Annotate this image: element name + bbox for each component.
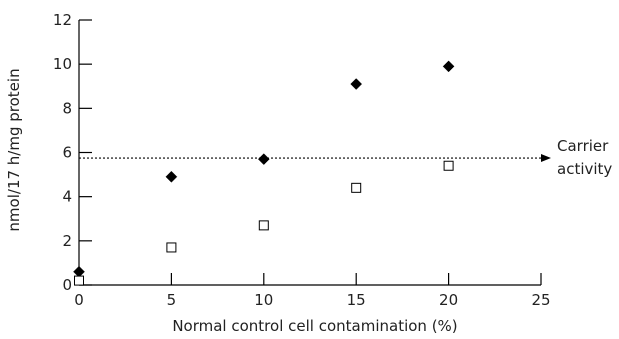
open-square-point xyxy=(258,220,269,231)
x-tick-label: 20 xyxy=(439,291,458,309)
open-square-point xyxy=(166,242,177,253)
x-tick-label: 10 xyxy=(254,291,273,309)
open-square-point xyxy=(351,182,362,193)
y-tick-label: 6 xyxy=(62,144,72,162)
y-axis-label: nmol/17 h/mg protein xyxy=(5,68,23,231)
y-tick-label: 12 xyxy=(53,11,72,29)
filled-diamond-point xyxy=(165,170,178,183)
y-axis-ticks: 0 2 4 6 8 10 12 xyxy=(53,11,92,294)
y-tick-label: 8 xyxy=(62,99,72,117)
y-tick-label: 10 xyxy=(53,55,72,73)
open-square-point xyxy=(443,160,454,171)
filled-diamond-point xyxy=(257,153,270,165)
carrier-activity-reference: Carrier activity xyxy=(79,137,612,178)
x-axis-ticks: 0 5 10 15 20 25 xyxy=(74,273,551,309)
data-points xyxy=(73,60,455,286)
x-tick-label: 5 xyxy=(167,291,177,309)
filled-diamond-point xyxy=(442,60,455,73)
filled-diamond-point xyxy=(350,78,363,90)
x-tick-label: 15 xyxy=(347,291,366,309)
y-tick-label: 0 xyxy=(62,276,72,294)
y-tick-label: 4 xyxy=(62,188,72,206)
axes xyxy=(78,20,541,286)
arrow-head-icon xyxy=(541,154,551,163)
x-axis-label: Normal control cell contamination (%) xyxy=(172,317,457,335)
open-square-point xyxy=(74,275,84,286)
x-tick-label: 25 xyxy=(531,291,550,309)
reference-label-line-1: Carrier xyxy=(557,137,609,155)
reference-label-line-2: activity xyxy=(557,160,612,178)
x-tick-label: 0 xyxy=(74,291,84,309)
y-tick-label: 2 xyxy=(62,232,72,250)
